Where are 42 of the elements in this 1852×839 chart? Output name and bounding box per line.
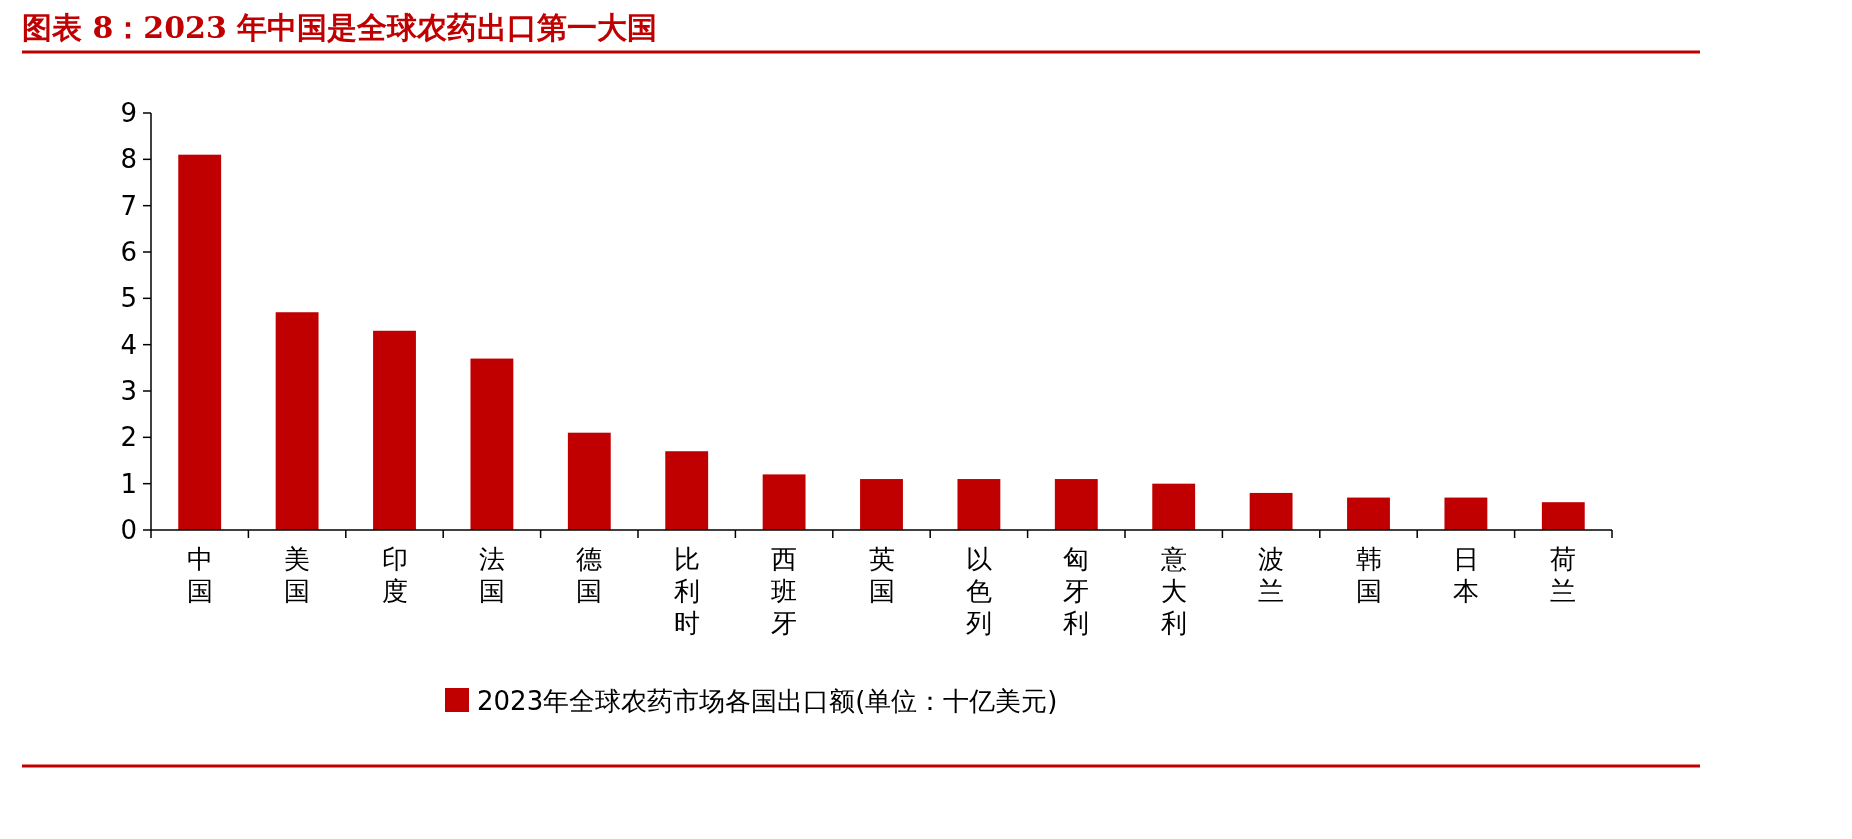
y-tick-label: 5 [120, 283, 137, 314]
x-tick-label: 印度 [381, 544, 408, 606]
x-tick-label: 以色列 [965, 544, 992, 638]
x-tick-label: 法国 [478, 544, 505, 606]
bar [1444, 497, 1488, 530]
x-tick-label: 中国 [186, 544, 213, 606]
x-tick-label: 韩国 [1355, 544, 1382, 606]
x-tick-label: 西班牙 [771, 544, 798, 638]
x-tick-label: 比利时 [673, 544, 700, 638]
x-tick-label: 意大利 [1159, 544, 1187, 638]
bar [1054, 479, 1098, 530]
bar [665, 451, 709, 530]
bar [860, 479, 903, 530]
legend-label: 2023年全球农药市场各国出口额(单位：十亿美元) [477, 686, 1058, 716]
bar [1541, 502, 1585, 530]
y-tick-label: 7 [120, 190, 137, 221]
bar [957, 479, 1001, 530]
y-tick-label: 9 [120, 98, 137, 128]
bar [567, 432, 611, 530]
bar [373, 330, 416, 530]
x-tick-label: 日本 [1452, 544, 1479, 606]
bar [1249, 492, 1293, 530]
y-tick-label: 0 [120, 515, 137, 545]
y-tick-label: 6 [120, 237, 137, 267]
x-tick-label: 美国 [284, 544, 311, 606]
y-tick-label: 4 [120, 329, 137, 360]
bar [762, 474, 806, 530]
x-tick-label: 匈牙利 [1063, 544, 1090, 638]
bar [470, 358, 514, 530]
y-tick-label: 2 [120, 422, 137, 453]
y-tick-label: 3 [120, 376, 137, 406]
x-tick-label: 荷兰 [1550, 544, 1577, 606]
x-tick-label: 德国 [576, 544, 603, 606]
bar [1347, 497, 1390, 530]
y-tick-label: 8 [120, 144, 137, 175]
y-tick-label: 1 [120, 468, 137, 499]
chart-title: 图表 8：2023 年中国是全球农药出口第一大国 [22, 10, 658, 45]
x-tick-label: 英国 [868, 544, 895, 606]
bar [275, 312, 319, 530]
x-tick-label: 波兰 [1258, 544, 1285, 606]
bar [1152, 483, 1196, 530]
bar [178, 154, 222, 530]
